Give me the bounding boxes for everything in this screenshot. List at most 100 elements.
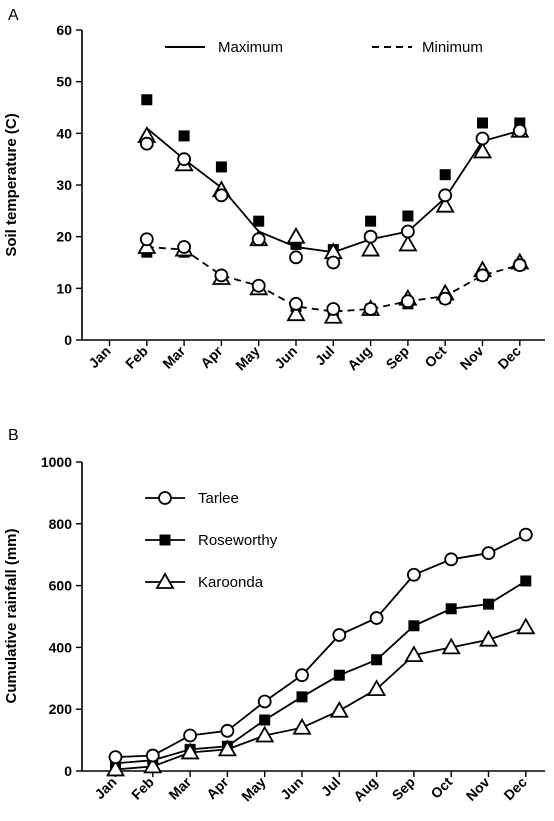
data-point-circle [139, 136, 154, 151]
panel-b: B Cumulative rainfall (mm) 0 200 400 600 800… [3, 427, 545, 804]
data-point-triangle [441, 637, 461, 655]
x-ticks: Jan Feb Mar Apr May Jun Jul Aug Sep Oct Nov Dec [91, 771, 530, 804]
series-markers [137, 94, 530, 324]
data-point-square [215, 161, 227, 173]
data-point-square [333, 669, 345, 681]
data-point-square [520, 575, 532, 587]
data-point-circle [518, 527, 533, 542]
x-tick-label: Mar [159, 342, 188, 371]
y-tick-label: 400 [49, 639, 73, 655]
x-tick-label: Jan [85, 343, 113, 371]
data-point-circle [145, 748, 160, 763]
data-point-triangle [286, 304, 306, 322]
data-point-circle [257, 694, 272, 709]
panel-letter: A [8, 7, 19, 24]
y-tick-label: 0 [64, 332, 72, 348]
series-lines [146, 127, 521, 313]
y-tick-label: 600 [49, 578, 73, 594]
data-point-triangle [217, 739, 237, 757]
data-point-triangle [105, 759, 126, 777]
legend-marker-square [159, 534, 171, 546]
y-tick-label: 0 [64, 763, 72, 779]
legend-label-minimum: Minimum [422, 39, 483, 56]
x-tick-label: Jul [318, 774, 344, 800]
data-point-circle [289, 296, 303, 311]
data-point-triangle [180, 742, 200, 760]
data-point-circle [332, 628, 347, 642]
x-tick-label: May [238, 774, 269, 805]
data-point-circle [444, 552, 459, 567]
x-tick-label: Oct [422, 343, 450, 371]
data-point-square [445, 603, 457, 615]
legend-label-maximum: Maximum [218, 39, 283, 56]
data-point-circle [289, 250, 303, 265]
legend-label-karoonda: Karoonda [198, 574, 264, 591]
data-point-triangle [367, 679, 387, 697]
data-point-circle [512, 258, 527, 272]
x-tick-label: May [232, 343, 263, 374]
x-tick-label: Dec [500, 774, 530, 804]
data-point-square [477, 117, 488, 129]
data-point-circle [326, 302, 341, 316]
legend: Maximum Minimum [165, 39, 483, 56]
data-point-square [259, 714, 271, 726]
x-tick-label: Nov [463, 774, 493, 804]
data-point-circle [363, 302, 378, 316]
data-point-circle [475, 268, 490, 283]
data-point-circle [438, 291, 453, 306]
data-point-triangle [329, 700, 349, 718]
data-point-circle [108, 750, 123, 764]
data-point-square [290, 238, 302, 250]
y-axis-title: Soil temperature (C) [3, 113, 20, 256]
data-point-circle [406, 567, 421, 582]
y-tick-label: 60 [56, 22, 72, 38]
data-point-square [296, 691, 308, 703]
y-ticks: 0 200 400 600 800 1000 [41, 454, 82, 779]
data-point-triangle [472, 141, 493, 159]
legend-marker-circle [158, 491, 172, 505]
data-point-square [483, 598, 494, 610]
data-point-triangle [286, 226, 306, 244]
data-point-triangle [255, 725, 275, 743]
x-tick-label: Oct [428, 774, 456, 802]
y-tick-label: 1000 [41, 454, 72, 470]
data-point-square [371, 654, 383, 666]
data-point-square [253, 215, 265, 227]
x-tick-label: Jun [277, 774, 306, 803]
x-ticks: Jan Feb Mar Apr May Jun Jul Aug Sep Oct Nov Dec [85, 340, 524, 373]
data-point-circle [183, 728, 198, 743]
data-point-triangle [478, 629, 499, 647]
y-tick-label: 50 [56, 74, 72, 90]
y-ticks: 0 10 20 30 40 50 60 [56, 22, 82, 348]
y-tick-label: 40 [56, 125, 72, 141]
data-point-circle [326, 255, 341, 270]
data-point-triangle [361, 239, 381, 257]
series-line-maximum [146, 127, 521, 254]
y-tick-label: 800 [49, 516, 73, 532]
x-tick-label: Sep [389, 774, 418, 803]
x-tick-label: Nov [457, 343, 487, 373]
data-point-circle [512, 123, 527, 138]
series-line-minimum [146, 246, 521, 313]
data-point-circle [251, 232, 266, 247]
legend: Tarlee Roseworthy Karoonda [145, 490, 278, 591]
data-point-triangle [143, 756, 163, 774]
y-tick-label: 30 [56, 177, 72, 193]
data-point-circle [400, 224, 415, 239]
data-point-square [365, 215, 377, 227]
data-point-circle [214, 188, 229, 203]
data-point-circle [214, 268, 229, 283]
data-point-circle [481, 546, 496, 561]
data-point-triangle [435, 195, 455, 213]
series-markers [105, 527, 536, 777]
x-tick-label: Jun [271, 343, 300, 372]
data-point-triangle [404, 645, 424, 663]
data-point-circle [251, 278, 266, 293]
x-tick-label: Sep [383, 343, 412, 372]
legend-label-tarlee: Tarlee [198, 490, 239, 507]
x-tick-label: Dec [494, 343, 524, 373]
data-point-triangle [516, 617, 536, 635]
data-point-square [178, 130, 190, 142]
x-tick-label: Apr [197, 342, 226, 371]
